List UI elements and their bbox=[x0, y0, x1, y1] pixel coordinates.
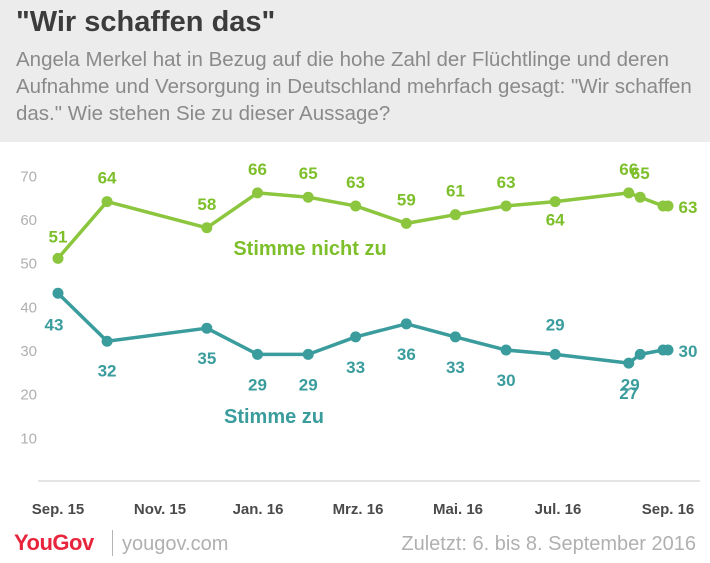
data-label-zu: 35 bbox=[197, 349, 216, 368]
data-point-zu bbox=[52, 287, 64, 299]
data-point-zu bbox=[201, 322, 213, 334]
y-tick-label: 60 bbox=[20, 212, 37, 229]
data-label-nicht_zu: 58 bbox=[197, 195, 216, 214]
data-point-nicht_zu bbox=[500, 200, 512, 212]
footer-website: yougov.com bbox=[122, 533, 229, 555]
data-point-zu bbox=[302, 348, 314, 360]
y-tick-label: 20 bbox=[20, 387, 37, 404]
data-label-nicht_zu: 61 bbox=[446, 182, 465, 201]
x-tick-label: Mrz. 16 bbox=[333, 501, 384, 518]
data-point-zu bbox=[101, 335, 113, 347]
y-tick-label: 10 bbox=[20, 430, 37, 447]
data-point-zu bbox=[634, 348, 646, 360]
series-name-nicht_zu: Stimme nicht zu bbox=[233, 238, 386, 260]
data-label-zu: 29 bbox=[621, 375, 640, 394]
data-label-zu: 29 bbox=[299, 375, 318, 394]
data-point-nicht_zu bbox=[662, 200, 674, 212]
data-point-nicht_zu bbox=[252, 187, 264, 199]
data-point-zu bbox=[549, 348, 561, 360]
data-label-nicht_zu: 64 bbox=[546, 211, 565, 230]
x-tick-label: Mai. 16 bbox=[433, 501, 483, 518]
data-point-nicht_zu bbox=[302, 191, 314, 203]
x-tick-label: Sep. 16 bbox=[642, 501, 695, 518]
footer-divider bbox=[112, 530, 113, 556]
data-point-nicht_zu bbox=[449, 209, 461, 221]
data-point-zu bbox=[350, 331, 362, 343]
data-label-zu: 32 bbox=[98, 361, 117, 380]
data-point-nicht_zu bbox=[101, 196, 113, 208]
data-label-nicht_zu: 63 bbox=[679, 198, 698, 217]
data-label-zu: 29 bbox=[546, 315, 565, 334]
data-point-zu bbox=[662, 344, 674, 356]
data-label-zu: 43 bbox=[45, 315, 64, 334]
data-point-nicht_zu bbox=[623, 187, 635, 199]
data-label-zu: 30 bbox=[497, 371, 516, 390]
footer-date-note: Zuletzt: 6. bis 8. September 2016 bbox=[401, 533, 696, 555]
x-tick-label: Jan. 16 bbox=[233, 501, 284, 518]
data-label-nicht_zu: 51 bbox=[49, 227, 68, 246]
data-label-nicht_zu: 65 bbox=[631, 164, 650, 183]
data-point-zu bbox=[252, 348, 264, 360]
data-point-nicht_zu bbox=[52, 252, 64, 264]
yougov-logo: YouGov bbox=[14, 530, 94, 555]
data-label-nicht_zu: 63 bbox=[497, 173, 516, 192]
data-label-nicht_zu: 64 bbox=[98, 169, 117, 188]
data-point-zu bbox=[400, 318, 412, 330]
chart-title: "Wir schaffen das" bbox=[16, 6, 276, 38]
y-tick-label: 40 bbox=[20, 299, 37, 316]
data-label-zu: 33 bbox=[446, 358, 465, 377]
data-point-nicht_zu bbox=[549, 196, 561, 208]
y-tick-label: 50 bbox=[20, 256, 37, 273]
data-point-zu bbox=[500, 344, 512, 356]
data-label-zu: 29 bbox=[248, 375, 267, 394]
data-label-nicht_zu: 65 bbox=[299, 164, 318, 183]
x-tick-label: Nov. 15 bbox=[134, 501, 186, 518]
data-label-nicht_zu: 66 bbox=[248, 160, 267, 179]
data-label-zu: 33 bbox=[346, 358, 365, 377]
data-label-zu: 27 bbox=[619, 384, 638, 403]
data-label-zu: 36 bbox=[397, 345, 416, 364]
data-label-nicht_zu: 66 bbox=[619, 160, 638, 179]
data-label-nicht_zu: 63 bbox=[346, 173, 365, 192]
data-point-zu bbox=[623, 357, 635, 369]
header-panel: "Wir schaffen das" Angela Merkel hat in … bbox=[0, 0, 710, 142]
x-tick-label: Jul. 16 bbox=[535, 501, 582, 518]
data-point-zu bbox=[449, 331, 461, 343]
series-name-zu: Stimme zu bbox=[224, 406, 324, 428]
x-tick-label: Sep. 15 bbox=[32, 501, 85, 518]
y-tick-label: 70 bbox=[20, 168, 37, 185]
chart-subtitle: Angela Merkel hat in Bezug auf die hohe … bbox=[16, 48, 692, 125]
data-point-nicht_zu bbox=[634, 191, 646, 203]
data-label-nicht_zu: 59 bbox=[397, 190, 416, 209]
data-point-nicht_zu bbox=[350, 200, 362, 212]
series-line-zu bbox=[56, 291, 670, 365]
data-point-nicht_zu bbox=[201, 222, 213, 234]
y-tick-label: 30 bbox=[20, 343, 37, 360]
data-label-zu: 30 bbox=[679, 342, 698, 361]
data-point-nicht_zu bbox=[400, 217, 412, 229]
